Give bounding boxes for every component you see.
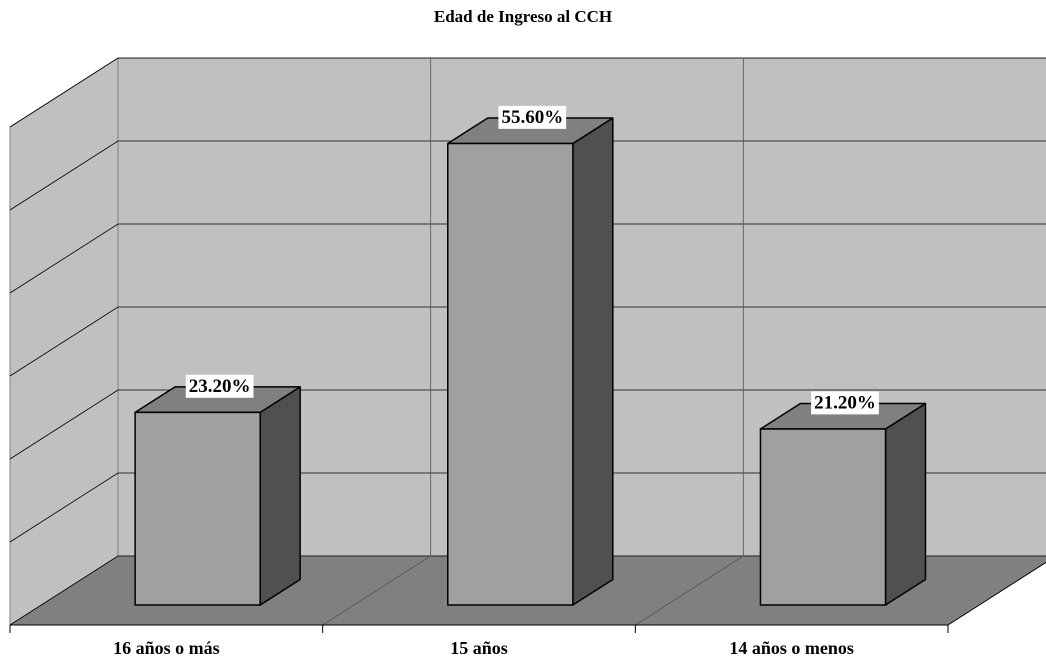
bar — [759, 428, 887, 606]
bar-side — [259, 386, 301, 606]
bar — [134, 411, 261, 606]
value-label-box — [185, 374, 254, 398]
value-label-box — [811, 391, 879, 415]
x-tick-label: 14 años o menos — [729, 638, 854, 658]
bar-side — [884, 402, 927, 606]
value-label-box — [498, 105, 567, 129]
chart-title: Edad de Ingreso al CCH — [434, 7, 612, 26]
category-divider — [322, 58, 432, 626]
bar — [447, 142, 574, 606]
value-label: 21.20% — [814, 392, 876, 413]
x-tick-label: 16 años o más — [113, 638, 220, 658]
bar-side — [572, 117, 614, 606]
x-tick-label: 15 años — [450, 638, 508, 658]
category-divider — [635, 58, 744, 626]
right-edge — [947, 561, 1046, 626]
value-label: 23.20% — [189, 376, 251, 397]
value-label: 55.60% — [501, 107, 563, 128]
